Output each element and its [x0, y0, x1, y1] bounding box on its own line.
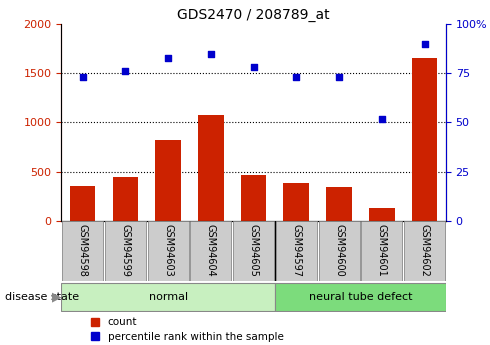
Bar — [61, 283, 275, 310]
Bar — [361, 221, 402, 281]
Bar — [147, 221, 189, 281]
Bar — [241, 175, 267, 221]
Bar — [284, 184, 309, 221]
Bar — [276, 221, 317, 281]
Point — [79, 75, 87, 80]
Bar — [105, 221, 146, 281]
Text: GSM94597: GSM94597 — [292, 224, 301, 277]
Text: neural tube defect: neural tube defect — [309, 292, 412, 302]
Bar — [233, 221, 274, 281]
Bar — [404, 221, 445, 281]
Point — [250, 65, 258, 70]
Text: GSM94604: GSM94604 — [206, 224, 216, 277]
Bar — [412, 58, 438, 221]
Text: GSM94600: GSM94600 — [334, 224, 344, 277]
Point — [420, 41, 428, 47]
Point — [293, 75, 300, 80]
Bar — [62, 221, 103, 281]
Point — [164, 55, 172, 60]
Text: GSM94599: GSM94599 — [121, 224, 130, 277]
Text: GSM94602: GSM94602 — [419, 224, 430, 277]
Text: disease state: disease state — [5, 292, 79, 302]
Title: GDS2470 / 208789_at: GDS2470 / 208789_at — [177, 8, 330, 22]
Legend: count, percentile rank within the sample: count, percentile rank within the sample — [91, 317, 284, 342]
Text: GSM94603: GSM94603 — [163, 224, 173, 277]
Bar — [190, 221, 231, 281]
Bar — [275, 283, 446, 310]
Bar — [113, 177, 138, 221]
Text: normal: normal — [148, 292, 188, 302]
Point — [378, 116, 386, 121]
Point — [122, 69, 129, 74]
Bar — [326, 187, 352, 221]
Bar — [155, 140, 181, 221]
Text: GSM94598: GSM94598 — [77, 224, 88, 277]
Bar — [70, 186, 96, 221]
Text: GSM94605: GSM94605 — [248, 224, 259, 277]
Point — [207, 51, 215, 57]
Point — [335, 75, 343, 80]
Text: GSM94601: GSM94601 — [377, 224, 387, 277]
Bar — [369, 208, 394, 221]
Bar — [198, 115, 223, 221]
Bar — [318, 221, 360, 281]
Text: ▶: ▶ — [52, 290, 62, 303]
